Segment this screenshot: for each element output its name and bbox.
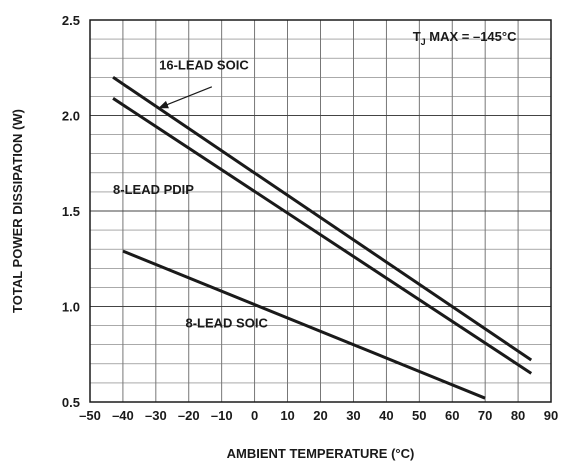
- x-tick-label: –30: [145, 408, 167, 423]
- x-tick-label: 60: [445, 408, 459, 423]
- x-tick-label: 90: [544, 408, 558, 423]
- series-line-8-lead-pdip: [112, 97, 533, 375]
- tj-subscript: J: [421, 37, 426, 47]
- x-tick-label: 0: [251, 408, 258, 423]
- series-label-8-lead-soic: 8-LEAD SOIC: [185, 316, 268, 331]
- x-axis-ticks: –50 –40 –30 –20 –10 0 10 20 30 40 50 60 70 80 90: [79, 408, 558, 423]
- x-tick-label: 80: [511, 408, 525, 423]
- x-tick-label: –40: [112, 408, 134, 423]
- y-tick-label: 1.5: [62, 204, 80, 219]
- x-tick-label: 30: [346, 408, 360, 423]
- grid: [90, 20, 551, 402]
- x-tick-label: 70: [478, 408, 492, 423]
- tj-max-annotation: TJ MAX = –145°C: [413, 29, 517, 47]
- y-tick-label: 2.5: [62, 13, 80, 28]
- x-tick-label: 50: [412, 408, 426, 423]
- plot-frame: [89, 19, 552, 403]
- series-label-8-lead-pdip: 8-LEAD PDIP: [113, 182, 194, 197]
- y-axis-ticks: 0.5 1.0 1.5 2.0 2.5: [62, 13, 80, 410]
- x-axis-title: AMBIENT TEMPERATURE (°C): [227, 446, 415, 461]
- x-tick-label: 20: [313, 408, 327, 423]
- pointer-arrow: [158, 86, 213, 109]
- x-tick-label: –20: [178, 408, 200, 423]
- y-tick-label: 1.0: [62, 300, 80, 315]
- series-line-8-lead-soic: [122, 249, 486, 400]
- x-tick-label: –10: [211, 408, 233, 423]
- x-tick-label: –50: [79, 408, 101, 423]
- tj-rest: MAX = –145°C: [426, 29, 517, 44]
- series-line-16-lead-soic: [112, 76, 533, 362]
- y-tick-label: 2.0: [62, 109, 80, 124]
- tj-prefix: T: [413, 29, 421, 44]
- series-lines: [112, 76, 533, 400]
- x-tick-label: 10: [280, 408, 294, 423]
- y-axis-title: TOTAL POWER DISSIPATION (W): [10, 109, 25, 313]
- series-label-16-lead-soic: 16-LEAD SOIC: [159, 58, 249, 73]
- y-tick-label: 0.5: [62, 395, 80, 410]
- x-tick-label: 40: [379, 408, 393, 423]
